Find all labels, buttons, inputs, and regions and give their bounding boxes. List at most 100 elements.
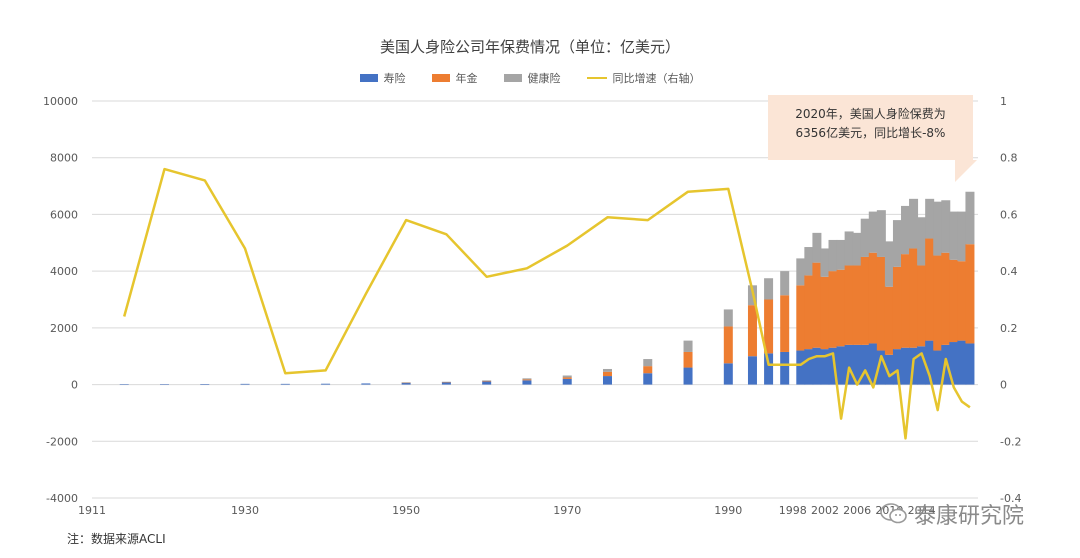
bar-segment	[602, 376, 612, 385]
bar-segment	[683, 340, 693, 352]
y2-tick-label: -0.4	[1000, 492, 1021, 505]
bar-segment	[361, 383, 371, 385]
bar-segment	[602, 368, 612, 372]
y2-tick-label: 0.4	[1000, 265, 1018, 278]
x-tick-label: 1998	[779, 504, 807, 517]
bar-segment	[482, 380, 492, 381]
annotation-callout: 2020年，美国人身险保费为 6356亿美元，同比增长-8%	[768, 95, 973, 160]
bar-segment	[796, 350, 806, 385]
bar-segment	[965, 191, 975, 245]
bar-segment	[949, 342, 959, 385]
y2-tick-label: 1	[1000, 95, 1007, 108]
bar-segment	[747, 356, 757, 385]
bar-segment	[876, 256, 886, 351]
y-tick-label: 4000	[50, 265, 78, 278]
bar-segment	[828, 347, 838, 385]
x-tick-label: 1990	[714, 504, 742, 517]
bar-segment	[925, 198, 935, 239]
y-tick-label: 0	[71, 379, 78, 392]
x-tick-label: 2002	[811, 504, 839, 517]
bar-segment	[321, 383, 331, 385]
bar-segment	[852, 344, 862, 385]
bar-segment	[884, 241, 894, 287]
bar-segment	[562, 377, 572, 379]
bar-segment	[723, 326, 733, 364]
bar-segment	[933, 255, 943, 351]
legend-label-life: 寿险	[383, 72, 406, 85]
legend-item-life: 寿险	[359, 70, 406, 86]
bar-segment	[892, 349, 902, 385]
bar-segment	[401, 382, 411, 384]
bar-segment	[522, 380, 532, 385]
bar-segment	[965, 244, 975, 344]
y2-tick-label: 0.8	[1000, 152, 1018, 165]
chart-title: 美国人身险公司年保费情况（单位：亿美元）	[379, 38, 680, 56]
callout-tail	[955, 160, 977, 182]
bar-segment	[844, 265, 854, 345]
y-tick-label: 8000	[50, 152, 78, 165]
bar-segment	[441, 382, 451, 385]
legend-swatch-health	[503, 74, 522, 82]
bar-segment	[957, 340, 967, 385]
bar-segment	[796, 258, 806, 286]
bar-segment	[844, 344, 854, 385]
bar-segment	[780, 295, 790, 352]
bar-segment	[820, 349, 830, 385]
bar-segment	[836, 269, 846, 347]
x-tick-label: 2014	[908, 504, 936, 517]
bar-segment	[401, 382, 411, 385]
bar-segment	[933, 201, 943, 256]
bar-segment	[602, 371, 612, 377]
bar-segment	[482, 381, 492, 385]
bar-segment	[820, 276, 830, 350]
bar-segment	[884, 354, 894, 385]
y-tick-label: 6000	[50, 208, 78, 221]
y2-tick-label: -0.2	[1000, 435, 1021, 448]
bar-segment	[562, 375, 572, 378]
bar-segment	[965, 343, 975, 385]
source-note: 注：数据来源ACLI	[67, 532, 166, 546]
bar-segment	[909, 198, 919, 249]
bar-segment	[892, 266, 902, 350]
bar-segment	[828, 239, 838, 272]
bar-segment	[804, 275, 814, 350]
bar-segment	[804, 247, 814, 276]
bar-segment	[200, 384, 210, 385]
bar-segment	[828, 271, 838, 348]
bar-segment	[933, 350, 943, 385]
y2-tick-label: 0.2	[1000, 322, 1018, 335]
legend-item-health: 健康险	[503, 70, 561, 86]
bar-segment	[780, 351, 790, 385]
bar-segment	[876, 350, 886, 385]
y-tick-label: -2000	[46, 435, 78, 448]
bar-segment	[522, 379, 532, 381]
wechat-icon	[880, 503, 907, 524]
bar-segment	[804, 349, 814, 385]
legend-label-health: 健康险	[527, 72, 561, 85]
legend-swatch-annuity	[431, 74, 450, 82]
bar-segment	[780, 271, 790, 296]
bar-segment	[119, 384, 129, 385]
bar-segment	[796, 285, 806, 351]
bar-segment	[901, 254, 911, 348]
y2-tick-label: 0	[1000, 379, 1007, 392]
bar-segment	[917, 265, 927, 347]
callout-line-1: 2020年，美国人身险保费为	[795, 107, 946, 121]
x-tick-label: 1970	[553, 504, 581, 517]
bar-segment	[159, 384, 169, 385]
bar-segment	[562, 378, 572, 385]
growth-line	[122, 167, 971, 440]
y2-tick-label: 0.6	[1000, 208, 1018, 221]
bar-segment	[723, 363, 733, 385]
bar-segment	[844, 231, 854, 266]
bar-segment	[764, 353, 774, 385]
bar-segment	[868, 343, 878, 385]
watermark: 泰康研究院	[880, 498, 1024, 530]
bar-segment	[941, 200, 951, 253]
x-tick-label: 2006	[843, 504, 871, 517]
watermark-text: 泰康研究院	[914, 504, 1025, 529]
legend-item-growth: 同比增速（右轴）	[586, 70, 701, 86]
bar-segment	[949, 259, 959, 343]
legend-swatch-growth	[586, 77, 607, 79]
bar-segment	[957, 211, 967, 262]
